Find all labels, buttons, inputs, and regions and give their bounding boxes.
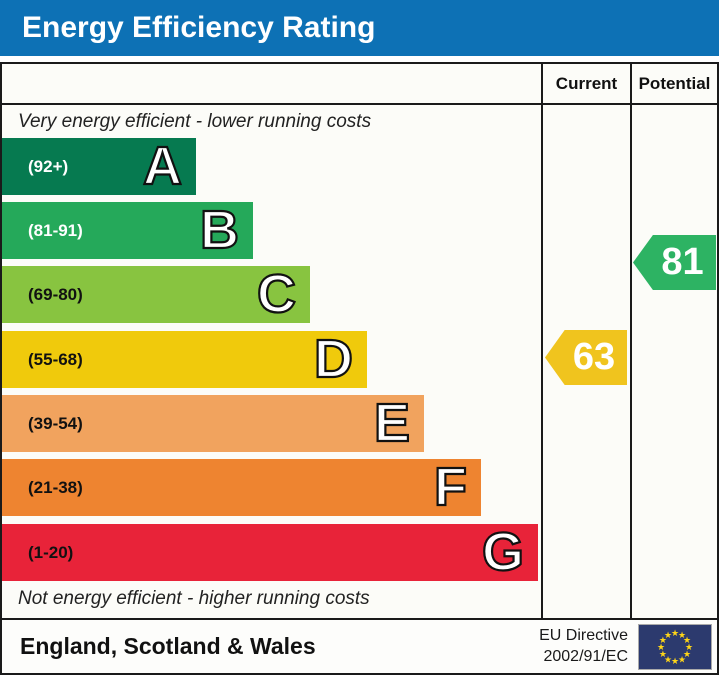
eu-directive-line2: 2002/91/EC xyxy=(543,647,628,665)
header-row: Current Potential xyxy=(2,64,717,105)
band-f: (21-38) F xyxy=(2,457,481,517)
svg-text:★: ★ xyxy=(685,642,693,652)
svg-text:★: ★ xyxy=(657,642,665,652)
eu-directive-label: EU Directive 2002/91/EC xyxy=(539,626,628,668)
band-f-range: (21-38) xyxy=(28,477,83,497)
band-g-letter: G xyxy=(481,522,525,582)
band-f-letter: F xyxy=(433,457,468,517)
band-g: (1-20) G xyxy=(2,522,538,582)
band-b-letter: B xyxy=(199,200,240,260)
rating-table: Current Potential Very energy efficient … xyxy=(0,62,719,675)
band-e-letter: E xyxy=(373,393,411,453)
band-c: (69-80) C xyxy=(2,264,310,324)
band-a-range: (92+) xyxy=(28,156,69,176)
band-a: (92+) A xyxy=(2,136,196,196)
band-a-letter: A xyxy=(142,136,183,196)
footer-row: England, Scotland & Wales EU Directive 2… xyxy=(2,618,717,673)
band-e-range: (39-54) xyxy=(28,413,83,433)
svg-text:★: ★ xyxy=(683,649,691,659)
page-title: Energy Efficiency Rating xyxy=(22,11,376,44)
potential-column-divider xyxy=(630,105,632,618)
svg-text:★: ★ xyxy=(671,656,679,666)
band-d-letter: D xyxy=(313,329,354,389)
eu-flag-stars: ★ ★ ★ ★ ★ ★ ★ ★ ★ ★ ★ ★ xyxy=(657,628,693,666)
current-column-header: Current xyxy=(541,64,630,103)
band-d: (55-68) D xyxy=(2,329,367,389)
band-e: (39-54) E xyxy=(2,393,424,453)
current-column-divider xyxy=(541,105,543,618)
band-b-range: (81-91) xyxy=(28,220,83,240)
region-label: England, Scotland & Wales xyxy=(20,633,316,659)
svg-text:★: ★ xyxy=(683,635,691,645)
potential-rating-value: 81 xyxy=(661,241,704,283)
band-c-letter: C xyxy=(256,264,297,324)
chart-area: Very energy efficient - lower running co… xyxy=(2,105,717,618)
svg-text:★: ★ xyxy=(664,654,672,664)
current-rating-value: 63 xyxy=(572,336,616,378)
potential-rating-arrow: 81 xyxy=(633,235,716,290)
svg-text:★: ★ xyxy=(671,628,679,638)
title-bar: Energy Efficiency Rating xyxy=(0,0,719,56)
svg-text:★: ★ xyxy=(659,649,667,659)
caption-very-efficient: Very energy efficient - lower running co… xyxy=(18,111,372,132)
band-g-range: (1-20) xyxy=(28,542,74,562)
eu-flag-icon: ★ ★ ★ ★ ★ ★ ★ ★ ★ ★ ★ ★ xyxy=(638,623,712,670)
svg-text:★: ★ xyxy=(678,630,686,640)
header-spacer xyxy=(2,64,541,103)
potential-column-header: Potential xyxy=(630,64,717,103)
svg-text:★: ★ xyxy=(659,635,667,645)
band-d-range: (55-68) xyxy=(28,349,83,369)
eu-directive-line1: EU Directive xyxy=(539,626,628,644)
svg-text:★: ★ xyxy=(678,654,686,664)
band-b: (81-91) B xyxy=(2,200,253,260)
caption-not-efficient: Not energy efficient - higher running co… xyxy=(18,588,370,609)
svg-text:★: ★ xyxy=(664,630,672,640)
current-rating-arrow: 63 xyxy=(545,330,627,385)
band-c-range: (69-80) xyxy=(28,284,83,304)
eu-flag-field xyxy=(638,623,712,670)
